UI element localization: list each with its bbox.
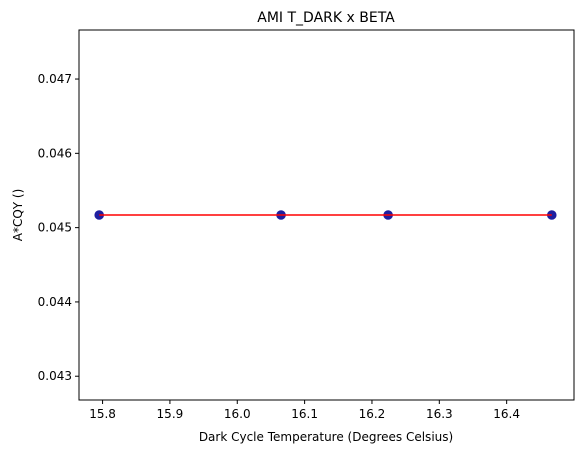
y-tick-label: 0.043: [38, 369, 72, 383]
chart-title: AMI T_DARK x BETA: [257, 10, 395, 26]
x-tick-label: 16.2: [359, 407, 386, 421]
x-tick-label: 16.1: [291, 407, 318, 421]
x-tick-label: 15.8: [89, 407, 116, 421]
plot-area: 15.8 15.9 16.0 16.1 16.2 16.3 16.4 0.0430.0440…: [38, 29, 575, 421]
x-tick-label: 15.9: [157, 407, 184, 421]
y-tick-label: 0.046: [38, 146, 72, 160]
x-tick-label: 16.0: [224, 407, 251, 421]
x-tick-label: 16.3: [426, 407, 453, 421]
x-axis-ticks: 15.8 15.9 16.0 16.1 16.2 16.3 16.4: [89, 400, 520, 421]
y-axis-ticks: 0.043 0.044 0.045 0.046 0.047: [38, 72, 79, 383]
y-tick-label: 0.044: [38, 295, 72, 309]
y-tick-label: 0.047: [38, 72, 72, 86]
x-axis-label: Dark Cycle Temperature (Degrees Celsius): [199, 430, 453, 444]
y-tick-label: 0.045: [38, 221, 72, 235]
y-axis-label: A*CQY (): [11, 189, 25, 242]
x-tick-label: 16.4: [493, 407, 520, 421]
